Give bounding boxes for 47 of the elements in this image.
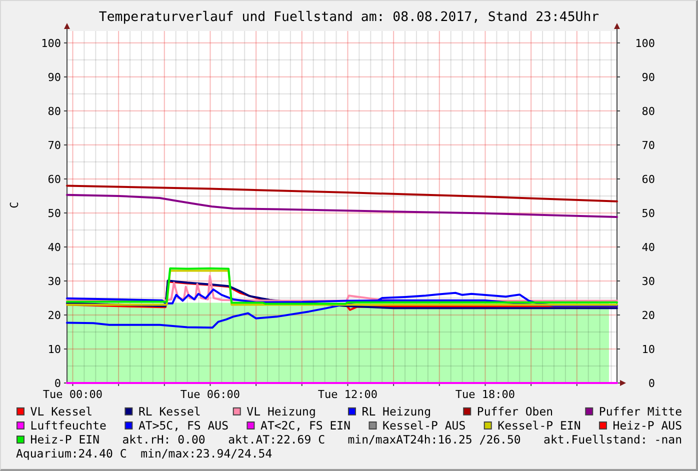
legend-label: AT>5C, FS AUS (138, 418, 229, 432)
x-tick-label: Tue 00:00 (42, 388, 103, 401)
y-tick-label: 50 (48, 206, 61, 220)
y2-tick-label: 100 (635, 36, 655, 50)
x-tick-label: Tue 06:00 (180, 388, 240, 401)
text: akt.Fuellstand: -nan (544, 432, 682, 447)
y-tick-label: 60 (48, 172, 61, 186)
y2-tick-label: 10 (642, 342, 655, 356)
legend-label: RL Heizung (362, 404, 432, 418)
y2-tick-label: 90 (642, 70, 655, 84)
legend-label: Puffer Oben (476, 404, 554, 418)
legend-label: RL Kessel (138, 404, 201, 418)
legend-label: Kessel-P AUS (382, 418, 466, 432)
legend-label: VL Kessel (30, 404, 93, 418)
y2-tick-label: 70 (642, 138, 655, 152)
y-tick-label: 80 (48, 104, 61, 118)
y-tick-label: 10 (48, 342, 61, 356)
text: min/maxAT24h:16.25 /26.50 (348, 432, 521, 447)
legend-label: Heiz-P EIN (30, 432, 100, 447)
y-axis-title: C (8, 202, 21, 208)
x-tick-label: Tue 18:00 (455, 388, 516, 401)
chart-title: Temperaturverlauf und Fuellstand am: 08.08.2017, Stand 23:45Uhr (98, 10, 600, 25)
y-tick-label: 40 (48, 240, 61, 254)
y-tick-label: 0 (54, 376, 61, 390)
y2-tick-label: 40 (642, 240, 655, 254)
legend-label: Heiz-P AUS (612, 418, 682, 432)
text: Aquarium:24.40 C (16, 446, 127, 461)
text: akt.rH: 0.00 (122, 432, 206, 447)
text: akt.AT:22.69 C (228, 432, 326, 447)
y2-tick-label: 30 (642, 274, 655, 288)
legend-label: Puffer Mitte (598, 404, 682, 418)
y-tick-label: 90 (48, 70, 61, 84)
y2-tick-label: 60 (642, 172, 655, 186)
y-tick-label: 100 (41, 36, 61, 50)
legend-label: AT<2C, FS EIN (260, 418, 351, 432)
y-tick-label: 20 (48, 308, 61, 322)
y2-tick-label: 20 (642, 308, 655, 322)
y2-tick-label: 0 (648, 376, 655, 390)
y2-tick-label: 80 (642, 104, 655, 118)
y-tick-label: 30 (48, 274, 61, 288)
legend-label: VL Heizung (246, 404, 316, 418)
y2-tick-label: 50 (642, 206, 655, 220)
x-tick-label: Tue 12:00 (318, 388, 378, 401)
y-tick-label: 70 (48, 138, 61, 152)
text: min/max:23.94/24.54 (140, 446, 272, 461)
legend-label: Luftfeuchte (30, 418, 107, 432)
legend-label: Kessel-P EIN (498, 418, 581, 432)
